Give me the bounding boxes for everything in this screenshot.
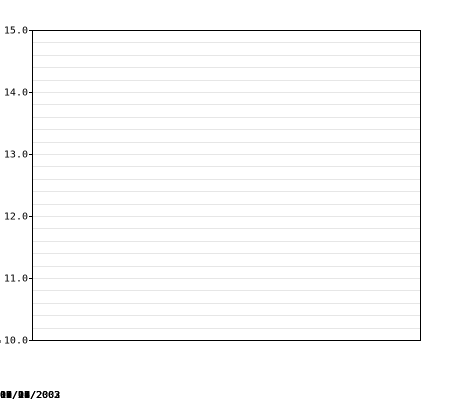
x-tick-label: 10/04/2002 bbox=[0, 390, 60, 400]
x-tick-label: 11/29/2002 bbox=[0, 390, 60, 400]
x-tick-label: 03/21/2003 bbox=[0, 390, 60, 400]
x-tick-label: 06/13/2003 bbox=[0, 390, 60, 400]
x-tick-label: 01/24/2003 bbox=[0, 390, 60, 400]
y-tick-label: 14.0 bbox=[4, 88, 28, 99]
x-tick-label: 05/16/2003 bbox=[0, 390, 60, 400]
x-tick-label: 04/18/2003 bbox=[0, 390, 60, 400]
x-tick-label: 10/27/2003 bbox=[0, 390, 60, 400]
y-tick-label: 13.0 bbox=[4, 150, 28, 161]
x-tick-label: 07/11/2003 bbox=[0, 390, 60, 400]
y-tick-label: 10.0 bbox=[4, 336, 28, 347]
label-layer: 10.0 11.0 12.0 13.0 14.0 15.0 09/06/200210/04/… bbox=[0, 26, 60, 402]
x-tick-label: 12/27/2002 bbox=[0, 390, 60, 400]
x-tick-label: 09/29/2003 bbox=[0, 390, 60, 400]
x-tick-label: 08/08/2003 bbox=[0, 390, 60, 400]
x-tick-label: 11/01/2002 bbox=[0, 390, 60, 400]
y-tick-label: 15.0 bbox=[4, 26, 28, 37]
y-tick-label: 11.0 bbox=[4, 274, 28, 285]
axis-layer bbox=[0, 30, 421, 343]
x-tick-label: 12/12/2003 bbox=[0, 390, 60, 400]
y-tick-label: 12.0 bbox=[4, 212, 28, 223]
x-tick-label: 09/06/2002 bbox=[0, 390, 60, 400]
x-tick-label: 09/05/2003 bbox=[0, 390, 60, 400]
x-tick-label: 11/24/2003 bbox=[0, 390, 60, 400]
x-tick-label: 02/21/2003 bbox=[0, 390, 60, 400]
plot-frame bbox=[32, 30, 421, 341]
